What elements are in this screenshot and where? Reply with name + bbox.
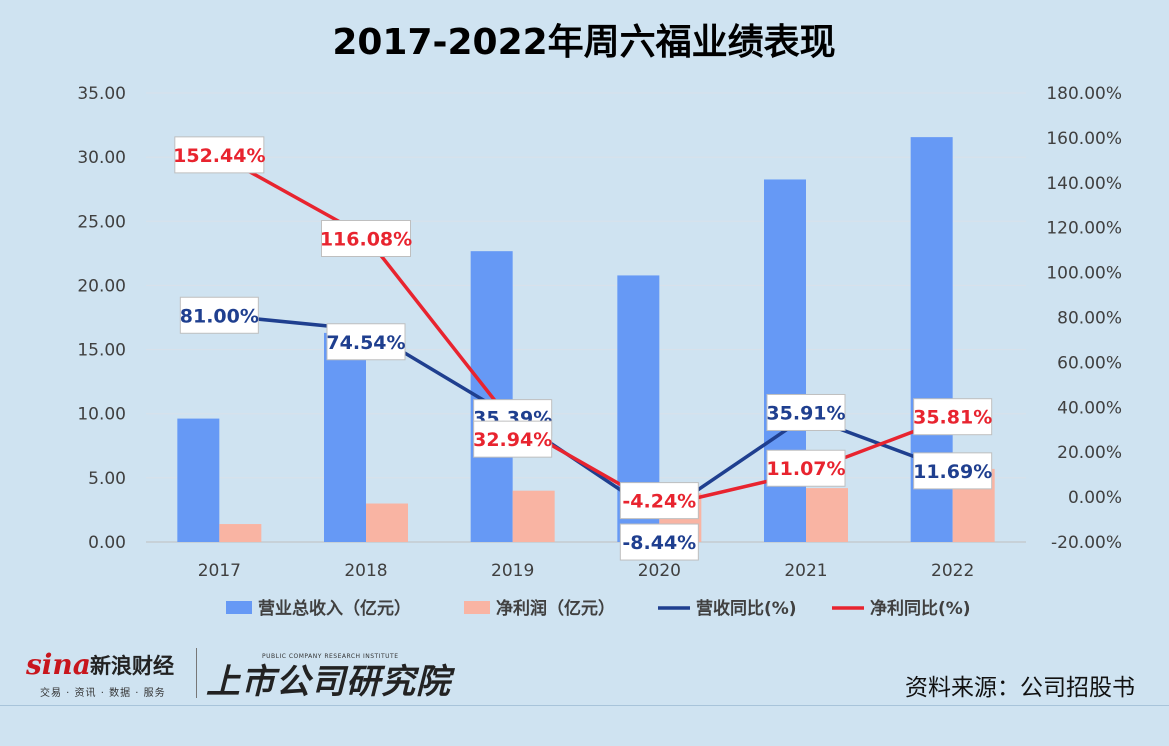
left-tick-label: 30.00	[77, 148, 126, 168]
legend-label: 营收同比(%)	[696, 598, 797, 619]
right-tick-label: 120.00%	[1046, 219, 1122, 239]
logo-divider	[196, 648, 197, 698]
category-label: 2019	[491, 561, 534, 581]
sina-name: 新浪财经	[90, 654, 174, 678]
right-tick-label: 20.00%	[1057, 443, 1122, 463]
category-label: 2022	[931, 561, 974, 581]
category-label: 2018	[344, 561, 387, 581]
category-label: 2021	[784, 561, 827, 581]
sina-tagline: 交易 · 资讯 · 数据 · 服务	[40, 688, 166, 699]
data-label-box	[619, 482, 699, 520]
bar	[219, 524, 262, 542]
data-label: 32.94%	[473, 429, 552, 451]
data-label: 81.00%	[180, 305, 259, 327]
legend-label: 净利润（亿元）	[496, 598, 615, 619]
legend: 营业总收入（亿元） 净利润（亿元） 营收同比(%) 净利同比(%)	[226, 598, 971, 619]
right-tick-label: 180.00%	[1046, 84, 1122, 104]
data-label-box	[913, 452, 993, 490]
data-label: 152.44%	[173, 145, 265, 167]
gridlines	[146, 92, 1026, 543]
data-label-box	[913, 398, 993, 436]
right-tick-label: 40.00%	[1057, 398, 1122, 418]
legend-swatch	[464, 601, 490, 614]
legend-swatch	[226, 601, 252, 614]
category-label: 2020	[638, 561, 681, 581]
data-label: 74.54%	[326, 332, 405, 354]
bar	[177, 418, 220, 542]
bar	[324, 332, 366, 542]
left-tick-label: 10.00	[77, 405, 126, 425]
legend-label: 营业总收入（亿元）	[258, 598, 411, 619]
right-tick-label: 100.00%	[1046, 264, 1122, 284]
data-label: 35.81%	[913, 407, 992, 429]
data-label: 35.91%	[766, 402, 845, 424]
data-label-box	[473, 420, 553, 458]
chart: 2017-2022年周六福业绩表现 0.00 5.00 10.00 15.00 20.0…	[77, 22, 1122, 619]
data-label: -8.44%	[622, 532, 696, 554]
legend-label: 净利同比(%)	[870, 598, 971, 619]
left-tick-label: 35.00	[77, 84, 126, 104]
right-tick-label: 140.00%	[1046, 174, 1122, 194]
data-label-box	[179, 296, 259, 334]
left-tick-label: 15.00	[77, 341, 126, 361]
right-tick-label: 160.00%	[1046, 129, 1122, 149]
sina-logo: sina	[26, 648, 91, 681]
bar	[764, 179, 806, 542]
bar	[366, 503, 408, 542]
institute-tagline: PUBLIC COMPANY RESEARCH INSTITUTE	[262, 653, 399, 660]
left-tick-label: 20.00	[77, 276, 126, 296]
chart-title: 2017-2022年周六福业绩表现	[332, 22, 835, 63]
category-labels: 2017 2018 2019 2020 2021 2022	[198, 561, 975, 581]
bar	[806, 488, 848, 542]
data-label-box	[174, 136, 265, 174]
left-tick-label: 0.00	[88, 533, 126, 553]
data-label-box	[766, 449, 846, 487]
institute-name: 上市公司研究院	[206, 662, 451, 702]
data-label-box	[619, 523, 699, 561]
right-axis-ticks: -20.00% 0.00% 20.00% 40.00% 60.00% 80.00% 100.…	[1046, 84, 1122, 553]
source-note: 资料来源：公司招股书	[905, 675, 1135, 701]
data-labels: 81.00%74.54%35.39%-8.44%35.91%11.69%152.…	[173, 136, 993, 561]
right-tick-label: 60.00%	[1057, 353, 1122, 373]
bar	[512, 490, 555, 542]
data-label-box	[766, 393, 846, 431]
right-tick-label: -20.00%	[1051, 533, 1122, 553]
data-label: 116.08%	[320, 229, 412, 251]
data-label-box	[326, 323, 406, 361]
data-label-box	[321, 220, 411, 258]
left-axis-ticks: 0.00 5.00 10.00 15.00 20.00 25.00 30.00 35.00	[77, 84, 126, 553]
data-label: 11.07%	[766, 458, 845, 480]
footer-divider	[0, 705, 1169, 706]
left-tick-label: 25.00	[77, 212, 126, 232]
right-tick-label: 0.00%	[1068, 488, 1122, 508]
category-label: 2017	[198, 561, 241, 581]
right-tick-label: 80.00%	[1057, 309, 1122, 329]
left-tick-label: 5.00	[88, 469, 126, 489]
data-label: -4.24%	[622, 491, 696, 513]
data-label: 11.69%	[913, 461, 992, 483]
